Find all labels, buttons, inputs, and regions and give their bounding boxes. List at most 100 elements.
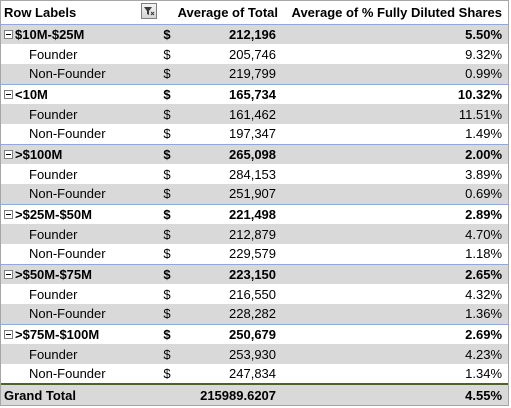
currency-symbol: $: [163, 46, 171, 62]
child-average-pct[interactable]: 0.99%: [284, 64, 508, 84]
child-average-total[interactable]: 228,282: [177, 304, 285, 324]
child-label[interactable]: Founder: [1, 224, 157, 244]
child-average-pct[interactable]: 1.34%: [465, 366, 503, 381]
currency-symbol: $: [157, 224, 177, 244]
group-row: >$25M-$50M $221,498 2.89%: [1, 203, 508, 224]
child-label[interactable]: Non-Founder: [29, 126, 106, 142]
currency-symbol: $: [157, 263, 177, 284]
child-average-pct[interactable]: 9.32%: [465, 46, 503, 62]
child-average-total[interactable]: 197,347: [229, 126, 277, 142]
collapse-toggle-icon[interactable]: [4, 149, 13, 159]
currency-symbol: $: [163, 126, 171, 142]
group-average-pct[interactable]: 5.50%: [284, 23, 508, 44]
currency-symbol: $: [163, 366, 171, 381]
child-row: Non-Founder $247,834 1.34%: [1, 364, 508, 384]
child-average-pct[interactable]: 0.69%: [284, 184, 508, 204]
group-average-total[interactable]: 223,150: [177, 263, 285, 284]
child-average-total[interactable]: 205,746: [229, 46, 277, 62]
collapse-toggle-icon[interactable]: [4, 329, 13, 339]
grand-total-spacer: [157, 383, 177, 405]
currency-symbol: $: [157, 23, 177, 44]
header-row: Row Labels Average of Total Average of %…: [1, 1, 508, 25]
currency-symbol: $: [163, 286, 171, 302]
grand-total-label[interactable]: Grand Total: [1, 383, 157, 405]
child-average-pct[interactable]: 1.36%: [284, 304, 508, 324]
group-row: >$50M-$75M $223,150 2.65%: [1, 263, 508, 284]
child-label[interactable]: Non-Founder: [1, 304, 157, 324]
currency-symbol: $: [157, 104, 177, 124]
currency-symbol: $: [157, 344, 177, 364]
group-label[interactable]: >$75M-$100M: [15, 326, 100, 342]
group-average-total[interactable]: 212,196: [177, 23, 285, 44]
child-average-pct[interactable]: 11.51%: [284, 104, 508, 124]
child-label[interactable]: Founder: [29, 166, 78, 182]
child-average-total[interactable]: 161,462: [177, 104, 285, 124]
grand-total-average[interactable]: 215989.6207: [177, 383, 285, 405]
child-label[interactable]: Non-Founder: [1, 184, 157, 204]
child-average-pct[interactable]: 4.23%: [284, 344, 508, 364]
group-label-cell: >$75M-$100M: [1, 323, 157, 344]
child-average-total[interactable]: 212,879: [177, 224, 285, 244]
group-label[interactable]: >$25M-$50M: [15, 206, 92, 222]
group-label[interactable]: >$100M: [15, 146, 63, 162]
child-label[interactable]: Non-Founder: [1, 64, 157, 84]
currency-symbol: $: [157, 83, 177, 104]
row-labels-filter-button[interactable]: [141, 3, 157, 19]
child-average-total[interactable]: 247,834: [229, 366, 277, 381]
child-row: Non-Founder $229,579 1.18%: [1, 244, 508, 264]
currency-symbol: $: [163, 246, 171, 262]
currency-symbol: $: [157, 304, 177, 324]
child-average-pct[interactable]: 4.70%: [284, 224, 508, 244]
group-row: >$100M $265,098 2.00%: [1, 143, 508, 164]
child-average-total[interactable]: 229,579: [229, 246, 277, 262]
currency-symbol: $: [163, 166, 171, 182]
group-label-cell: <10M: [1, 83, 157, 104]
child-row: Non-Founder $197,347 1.49%: [1, 124, 508, 144]
average-total-header[interactable]: Average of Total: [157, 1, 285, 25]
group-average-total[interactable]: 165,734: [177, 83, 285, 104]
collapse-toggle-icon[interactable]: [4, 29, 13, 39]
group-label-cell: >$50M-$75M: [1, 263, 157, 284]
child-average-total[interactable]: 284,153: [229, 166, 277, 182]
group-average-pct[interactable]: 10.32%: [284, 83, 508, 104]
child-row: Non-Founder $219,799 0.99%: [1, 64, 508, 84]
child-label[interactable]: Founder: [1, 344, 157, 364]
child-average-total[interactable]: 219,799: [177, 64, 285, 84]
collapse-toggle-icon[interactable]: [4, 89, 13, 99]
group-label[interactable]: $10M-$25M: [15, 26, 85, 42]
group-label-cell: >$100M: [1, 143, 157, 164]
child-average-total[interactable]: 253,930: [177, 344, 285, 364]
group-average-pct[interactable]: 2.69%: [284, 323, 508, 344]
child-label[interactable]: Founder: [29, 286, 78, 302]
child-average-pct[interactable]: 3.89%: [465, 166, 503, 182]
average-pct-header[interactable]: Average of % Fully Diluted Shares: [284, 1, 508, 25]
grand-total-row: Grand Total 215989.6207 4.55%: [1, 383, 508, 405]
group-average-total[interactable]: 221,498: [177, 203, 285, 224]
child-average-pct[interactable]: 4.32%: [465, 286, 503, 302]
child-average-total[interactable]: 216,550: [229, 286, 277, 302]
child-label[interactable]: Non-Founder: [29, 366, 106, 381]
child-label[interactable]: Non-Founder: [29, 246, 106, 262]
group-average-pct[interactable]: 2.00%: [284, 143, 508, 164]
group-average-total[interactable]: 265,098: [177, 143, 285, 164]
child-average-pct[interactable]: 1.49%: [465, 126, 503, 142]
group-average-pct[interactable]: 2.89%: [284, 203, 508, 224]
group-label[interactable]: >$50M-$75M: [15, 266, 92, 282]
collapse-toggle-icon[interactable]: [4, 269, 13, 279]
child-row: Founder $216,550 4.32%: [1, 284, 508, 304]
collapse-toggle-icon[interactable]: [4, 209, 13, 219]
child-row: Founder $284,153 3.89%: [1, 164, 508, 184]
currency-symbol: $: [157, 203, 177, 224]
row-labels-header-text: Row Labels: [4, 4, 77, 20]
filter-icon: [144, 7, 155, 16]
child-average-total[interactable]: 251,907: [177, 184, 285, 204]
group-label[interactable]: <10M: [15, 86, 48, 102]
currency-symbol: $: [157, 64, 177, 84]
child-average-pct[interactable]: 1.18%: [465, 246, 503, 262]
group-average-pct[interactable]: 2.65%: [284, 263, 508, 284]
child-label[interactable]: Founder: [29, 46, 78, 62]
child-label[interactable]: Founder: [1, 104, 157, 124]
group-average-total[interactable]: 250,679: [177, 323, 285, 344]
grand-total-pct[interactable]: 4.55%: [284, 383, 508, 405]
